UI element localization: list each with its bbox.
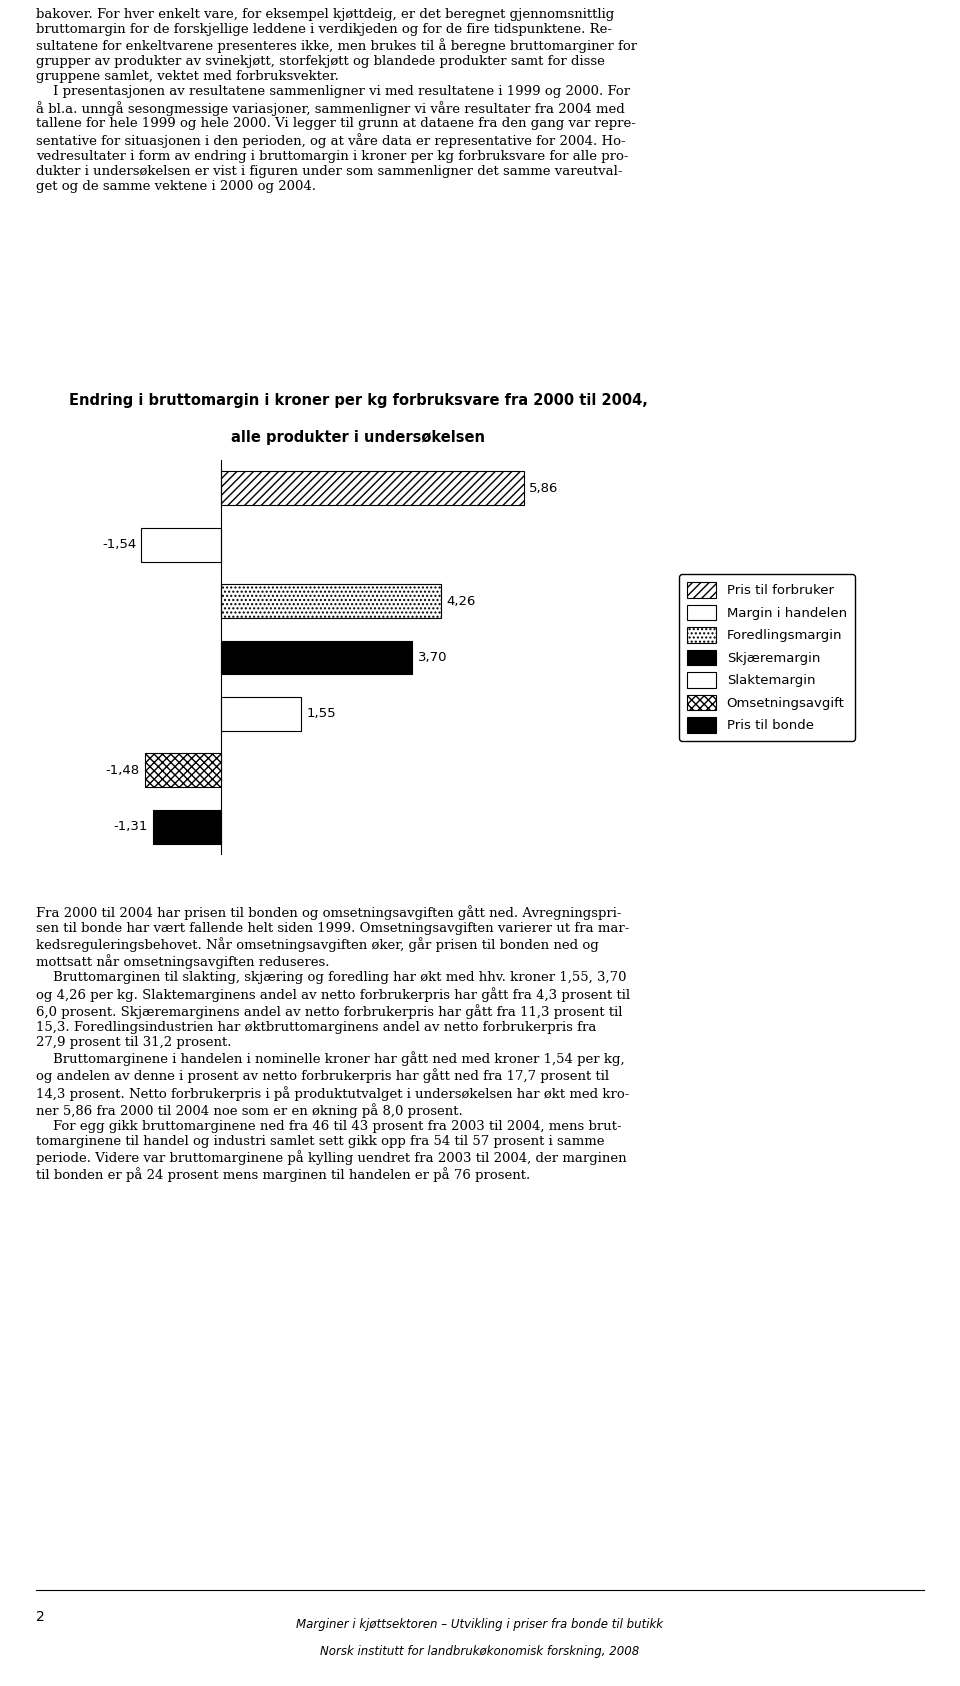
Text: bakover. For hver enkelt vare, for eksempel kjøttdeig, er det beregnet gjennomsn: bakover. For hver enkelt vare, for eksem… [36,8,637,192]
Bar [221,472,524,506]
Bar [221,696,301,730]
Text: Norsk institutt for landbrukøkonomisk forskning, 2008: Norsk institutt for landbrukøkonomisk fo… [321,1646,639,1657]
Text: 2: 2 [36,1610,45,1624]
Text: 4,26: 4,26 [446,595,476,607]
Legend: Pris til forbruker, Margin i handelen, Foredlingsmargin, Skjæremargin, Slaktemar: Pris til forbruker, Margin i handelen, F… [679,575,854,740]
Text: alle produkter i undersøkelsen: alle produkter i undersøkelsen [231,430,485,445]
Text: -1,54: -1,54 [102,538,136,551]
Bar [154,809,221,843]
Text: -1,48: -1,48 [106,764,139,777]
Bar [145,754,221,787]
Text: Fra 2000 til 2004 har prisen til bonden og omsetningsavgiften gått ned. Avregnin: Fra 2000 til 2004 har prisen til bonden … [36,905,631,1182]
Text: 1,55: 1,55 [306,708,336,720]
Text: Marginer i kjøttsektoren – Utvikling i priser fra bonde til butikk: Marginer i kjøttsektoren – Utvikling i p… [297,1619,663,1630]
Bar [141,528,221,561]
Text: Endring i bruttomargin i kroner per kg forbruksvare fra 2000 til 2004,: Endring i bruttomargin i kroner per kg f… [69,393,647,408]
Text: 5,86: 5,86 [529,482,559,494]
Text: 3,70: 3,70 [418,651,447,664]
Bar [221,641,413,674]
Bar [221,583,442,619]
Text: -1,31: -1,31 [114,821,148,833]
